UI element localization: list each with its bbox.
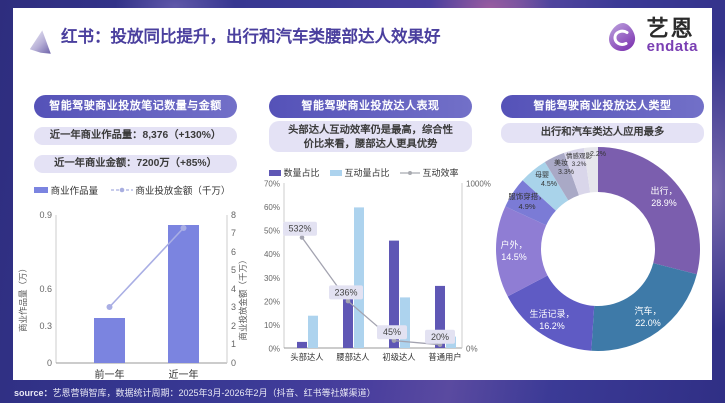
svg-text:4: 4	[231, 284, 236, 294]
svg-text:2.2%: 2.2%	[590, 151, 606, 158]
svg-text:服饰穿搭，: 服饰穿搭，	[508, 191, 546, 201]
svg-text:20%: 20%	[264, 297, 280, 306]
svg-text:28.9%: 28.9%	[651, 198, 677, 208]
svg-text:10%: 10%	[264, 321, 280, 330]
svg-text:3: 3	[231, 302, 236, 312]
svg-text:母婴: 母婴	[535, 171, 549, 179]
svg-text:普通用户: 普通用户	[428, 352, 461, 362]
svg-text:22.0%: 22.0%	[635, 318, 661, 328]
svg-text:16.2%: 16.2%	[539, 321, 565, 331]
svg-text:532%: 532%	[288, 224, 311, 234]
svg-text:60%: 60%	[264, 203, 280, 212]
svg-text:45%: 45%	[383, 327, 401, 337]
svg-text:0.3: 0.3	[39, 321, 52, 331]
svg-text:70%: 70%	[264, 179, 280, 188]
svg-text:生活记录，: 生活记录，	[529, 308, 574, 319]
svg-text:4.9%: 4.9%	[518, 202, 535, 211]
svg-text:腰部达人: 腰部达人	[336, 352, 369, 362]
svg-text:6: 6	[231, 247, 236, 257]
svg-text:30%: 30%	[264, 274, 280, 283]
svg-text:前一年: 前一年	[95, 368, 125, 381]
svg-text:出行，: 出行，	[650, 185, 677, 196]
svg-text:初级达人: 初级达人	[382, 352, 415, 362]
svg-text:近一年: 近一年	[169, 368, 199, 381]
svg-text:0: 0	[231, 358, 236, 368]
svg-text:3.3%: 3.3%	[558, 169, 574, 176]
svg-text:户外，: 户外，	[500, 239, 527, 250]
svg-text:50%: 50%	[264, 227, 280, 236]
svg-text:0%: 0%	[268, 344, 280, 353]
svg-text:4.5%: 4.5%	[541, 181, 557, 188]
svg-text:0.9: 0.9	[39, 210, 52, 220]
svg-text:头部达人: 头部达人	[290, 352, 323, 362]
svg-text:236%: 236%	[334, 287, 357, 297]
svg-text:14.5%: 14.5%	[501, 252, 527, 262]
svg-text:5: 5	[231, 265, 236, 275]
svg-text:汽车，: 汽车，	[634, 305, 661, 316]
svg-text:20%: 20%	[431, 332, 449, 342]
svg-text:0.6: 0.6	[39, 284, 52, 294]
svg-text:情感观影: 情感观影	[566, 151, 593, 160]
svg-text:商业作品量（万）: 商业作品量（万）	[18, 264, 28, 332]
svg-text:商业投放金额（千万）: 商业投放金额（千万）	[238, 255, 248, 340]
svg-text:40%: 40%	[264, 250, 280, 259]
svg-text:3.2%: 3.2%	[572, 161, 587, 168]
svg-text:7: 7	[231, 228, 236, 238]
svg-text:2: 2	[231, 321, 236, 331]
svg-text:1: 1	[231, 339, 236, 349]
svg-text:0%: 0%	[466, 344, 478, 353]
svg-text:8: 8	[231, 210, 236, 220]
svg-text:0: 0	[47, 358, 52, 368]
